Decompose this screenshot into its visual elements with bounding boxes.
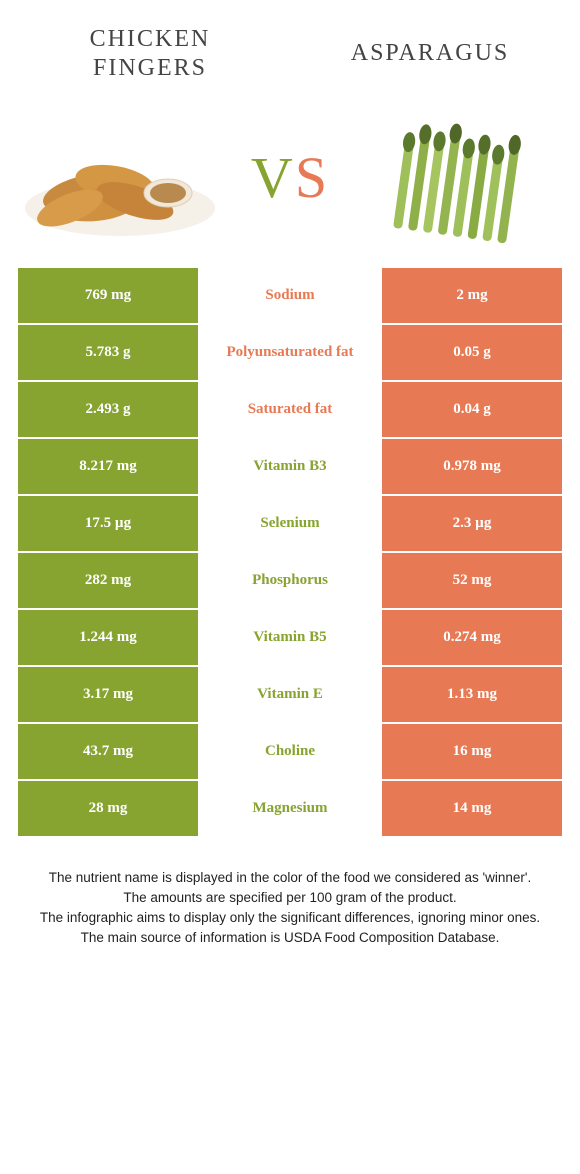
table-row: 28 mgMagnesium14 mg bbox=[18, 781, 562, 836]
table-row: 8.217 mgVitamin B30.978 mg bbox=[18, 439, 562, 494]
left-value-cell: 43.7 mg bbox=[18, 724, 198, 779]
table-row: 5.783 gPolyunsaturated fat0.05 g bbox=[18, 325, 562, 380]
footer-notes: The nutrient name is displayed in the co… bbox=[0, 838, 580, 949]
left-value-cell: 282 mg bbox=[18, 553, 198, 608]
left-value-cell: 17.5 µg bbox=[18, 496, 198, 551]
nutrient-name-cell: Selenium bbox=[198, 496, 382, 551]
right-value-cell: 52 mg bbox=[382, 553, 562, 608]
right-value-cell: 2 mg bbox=[382, 268, 562, 323]
asparagus-image bbox=[360, 113, 560, 243]
right-value-cell: 0.274 mg bbox=[382, 610, 562, 665]
table-row: 282 mgPhosphorus52 mg bbox=[18, 553, 562, 608]
nutrient-name-cell: Polyunsaturated fat bbox=[198, 325, 382, 380]
table-row: 43.7 mgCholine16 mg bbox=[18, 724, 562, 779]
nutrient-name-cell: Saturated fat bbox=[198, 382, 382, 437]
nutrient-name-cell: Vitamin B5 bbox=[198, 610, 382, 665]
left-value-cell: 28 mg bbox=[18, 781, 198, 836]
nutrient-name-cell: Phosphorus bbox=[198, 553, 382, 608]
nutrient-name-cell: Magnesium bbox=[198, 781, 382, 836]
footer-line-1: The nutrient name is displayed in the co… bbox=[30, 868, 550, 888]
nutrient-name-cell: Sodium bbox=[198, 268, 382, 323]
table-row: 3.17 mgVitamin E1.13 mg bbox=[18, 667, 562, 722]
vs-label: VS bbox=[251, 144, 329, 211]
footer-line-3: The infographic aims to display only the… bbox=[30, 908, 550, 928]
left-value-cell: 8.217 mg bbox=[18, 439, 198, 494]
table-row: 1.244 mgVitamin B50.274 mg bbox=[18, 610, 562, 665]
nutrient-name-cell: Choline bbox=[198, 724, 382, 779]
right-value-cell: 1.13 mg bbox=[382, 667, 562, 722]
left-food-title: CHICKEN FINGERS bbox=[40, 25, 260, 83]
right-value-cell: 16 mg bbox=[382, 724, 562, 779]
footer-line-4: The main source of information is USDA F… bbox=[30, 928, 550, 948]
left-value-cell: 5.783 g bbox=[18, 325, 198, 380]
left-value-cell: 2.493 g bbox=[18, 382, 198, 437]
right-value-cell: 0.978 mg bbox=[382, 439, 562, 494]
left-value-cell: 769 mg bbox=[18, 268, 198, 323]
comparison-table: 769 mgSodium2 mg5.783 gPolyunsaturated f… bbox=[0, 268, 580, 836]
table-row: 17.5 µgSelenium2.3 µg bbox=[18, 496, 562, 551]
right-value-cell: 0.05 g bbox=[382, 325, 562, 380]
left-value-cell: 1.244 mg bbox=[18, 610, 198, 665]
chicken-fingers-image bbox=[20, 113, 220, 243]
table-row: 2.493 gSaturated fat0.04 g bbox=[18, 382, 562, 437]
right-value-cell: 0.04 g bbox=[382, 382, 562, 437]
nutrient-name-cell: Vitamin E bbox=[198, 667, 382, 722]
table-row: 769 mgSodium2 mg bbox=[18, 268, 562, 323]
right-value-cell: 2.3 µg bbox=[382, 496, 562, 551]
right-value-cell: 14 mg bbox=[382, 781, 562, 836]
left-value-cell: 3.17 mg bbox=[18, 667, 198, 722]
footer-line-2: The amounts are specified per 100 gram o… bbox=[30, 888, 550, 908]
vs-s: S bbox=[295, 145, 329, 210]
images-row: VS bbox=[0, 98, 580, 268]
nutrient-name-cell: Vitamin B3 bbox=[198, 439, 382, 494]
vs-v: V bbox=[251, 145, 295, 210]
header: CHICKEN FINGERS ASPARAGUS bbox=[0, 0, 580, 98]
right-food-title: ASPARAGUS bbox=[320, 39, 540, 68]
